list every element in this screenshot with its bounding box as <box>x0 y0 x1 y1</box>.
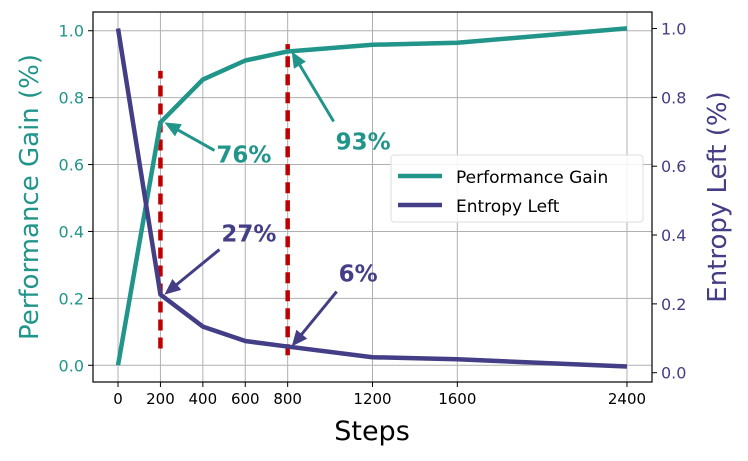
x-axis-label: Steps <box>334 416 410 447</box>
x-tick-label: 800 <box>273 390 302 408</box>
y-tick-label-right: 1.0 <box>661 20 686 39</box>
axes: 0 200 400 600 800 1200 1600 2400 0.0 0.2 0.4 0.6 0.8… <box>59 20 687 408</box>
arrow-head-icon <box>291 51 306 69</box>
series-lines <box>115 26 628 369</box>
y-tick-label-right: 0.2 <box>661 295 686 314</box>
y-axis-right-label: Entropy Left (%) <box>703 91 733 302</box>
grid <box>93 12 652 382</box>
y-tick-label-left: 1.0 <box>59 22 84 41</box>
y-tick-label-left: 0.6 <box>59 156 84 175</box>
x-tick-label: 600 <box>231 390 260 408</box>
y-tick-label-right: 0.8 <box>661 88 686 107</box>
arrow-head-icon <box>164 122 182 137</box>
entropy-left-line <box>115 28 628 369</box>
arrow-head-icon <box>164 279 182 295</box>
legend-label-performance: Performance Gain <box>456 168 608 188</box>
x-tick-label: 2400 <box>608 390 646 408</box>
x-tick-label: 0 <box>113 390 123 408</box>
annotation-label: 27% <box>221 222 276 248</box>
annotation-label: 6% <box>339 262 378 288</box>
reference-lines <box>158 44 290 356</box>
x-tick-label: 200 <box>146 390 175 408</box>
y-axis-left-label: Performance Gain (%) <box>15 54 45 340</box>
annotations: 76% 93% 27% 6% <box>164 51 391 347</box>
annotation-label: 76% <box>216 142 271 168</box>
annotation-arrow <box>295 290 338 342</box>
legend-label-entropy: Entropy Left <box>456 197 560 217</box>
annotation-arrow <box>294 57 335 123</box>
y-tick-label-right: 0.0 <box>661 364 686 383</box>
x-tick-label: 1600 <box>438 390 476 408</box>
performance-gain-line <box>115 26 628 366</box>
annotation-label: 93% <box>336 129 391 155</box>
arrow-head-icon <box>291 329 308 347</box>
annotation-arrow <box>169 248 221 291</box>
y-tick-label-left: 0.8 <box>59 89 84 108</box>
y-tick-label-left: 0.0 <box>59 356 84 375</box>
y-tick-label-left: 0.2 <box>59 289 84 308</box>
y-tick-label-left: 0.4 <box>59 222 84 241</box>
y-tick-label-right: 0.4 <box>661 226 686 245</box>
legend-box <box>390 154 644 223</box>
x-tick-label: 1200 <box>353 390 391 408</box>
annotation-arrow <box>170 124 216 152</box>
x-tick-label: 400 <box>189 390 218 408</box>
legend: Performance Gain Entropy Left <box>390 154 644 223</box>
y-tick-label-right: 0.6 <box>661 157 686 176</box>
